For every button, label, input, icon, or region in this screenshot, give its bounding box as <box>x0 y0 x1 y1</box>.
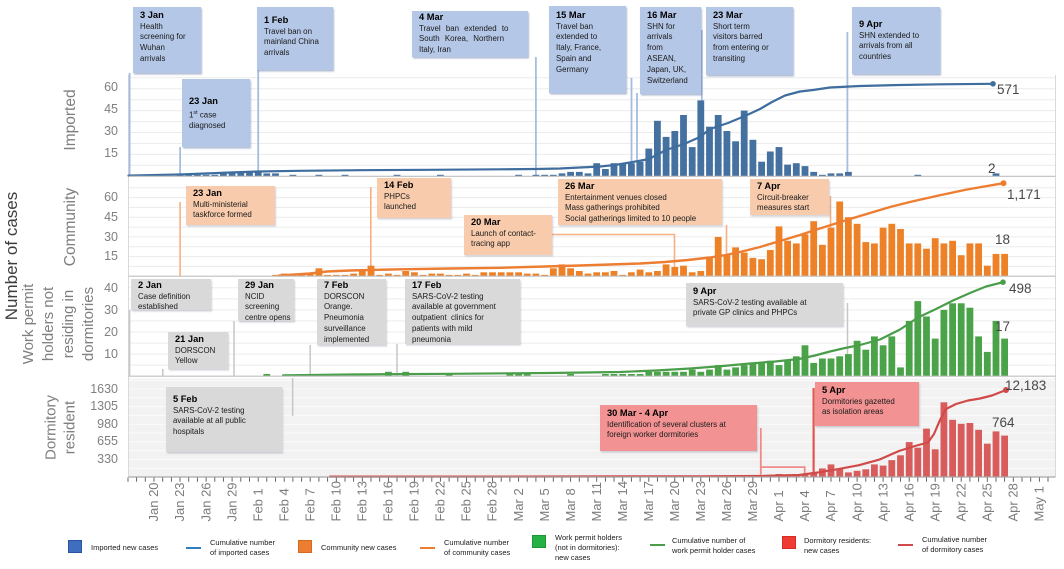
svg-text:Feb 16: Feb 16 <box>381 481 396 521</box>
svg-text:May 1: May 1 <box>1032 486 1047 521</box>
svg-text:Apr 19: Apr 19 <box>927 483 942 521</box>
svg-text:Mar 29: Mar 29 <box>745 481 760 521</box>
svg-text:Jan 23: Jan 23 <box>172 482 187 521</box>
svg-text:Apr 28: Apr 28 <box>1006 483 1021 521</box>
svg-text:Apr 4: Apr 4 <box>797 490 812 521</box>
svg-text:Apr 16: Apr 16 <box>901 483 916 521</box>
svg-text:Feb 7: Feb 7 <box>302 488 317 521</box>
svg-text:Mar 14: Mar 14 <box>615 481 630 521</box>
svg-text:Apr 13: Apr 13 <box>875 483 890 521</box>
svg-text:Mar 2: Mar 2 <box>511 488 526 521</box>
svg-text:Apr 25: Apr 25 <box>980 483 995 521</box>
svg-text:Apr 7: Apr 7 <box>823 490 838 521</box>
svg-text:Feb 10: Feb 10 <box>329 481 344 521</box>
svg-text:Jan 29: Jan 29 <box>224 482 239 521</box>
svg-text:Mar 26: Mar 26 <box>719 481 734 521</box>
svg-text:Mar 11: Mar 11 <box>589 482 604 522</box>
svg-text:Jan 26: Jan 26 <box>198 482 213 521</box>
svg-text:Apr 1: Apr 1 <box>771 490 786 521</box>
svg-text:Feb 25: Feb 25 <box>459 481 474 521</box>
svg-text:Feb 19: Feb 19 <box>407 481 422 521</box>
svg-text:Feb 4: Feb 4 <box>276 488 291 521</box>
svg-text:Mar 20: Mar 20 <box>667 481 682 521</box>
svg-text:Mar 23: Mar 23 <box>693 481 708 521</box>
svg-text:Mar 17: Mar 17 <box>641 481 656 521</box>
svg-text:Mar 8: Mar 8 <box>563 488 578 521</box>
svg-text:Mar 5: Mar 5 <box>537 488 552 521</box>
svg-text:Feb 28: Feb 28 <box>485 481 500 521</box>
svg-text:Apr 22: Apr 22 <box>953 483 968 521</box>
svg-text:Jan 20: Jan 20 <box>146 482 161 521</box>
svg-text:Feb 1: Feb 1 <box>250 488 265 521</box>
svg-text:Apr 10: Apr 10 <box>849 483 864 521</box>
svg-text:Feb 13: Feb 13 <box>355 481 370 521</box>
svg-text:Feb 22: Feb 22 <box>433 481 448 521</box>
